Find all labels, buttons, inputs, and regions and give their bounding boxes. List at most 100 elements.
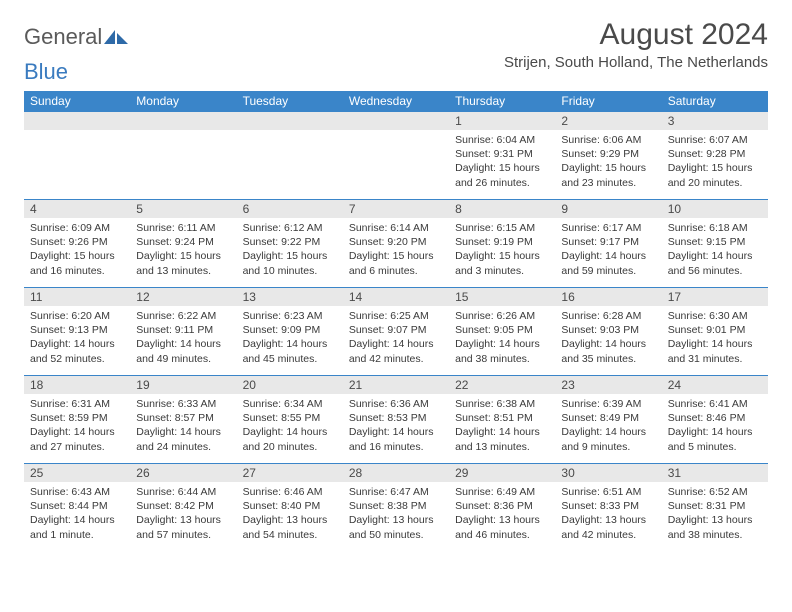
daylight-line: Daylight: 14 hours and 59 minutes. [561, 249, 655, 277]
day-number: 30 [555, 464, 661, 482]
daylight-line: Daylight: 15 hours and 6 minutes. [349, 249, 443, 277]
sunrise-line: Sunrise: 6:26 AM [455, 309, 549, 323]
daylight-line: Daylight: 15 hours and 20 minutes. [668, 161, 762, 189]
day-number: 17 [662, 288, 768, 306]
sunset-line: Sunset: 9:28 PM [668, 147, 762, 161]
day-number: 24 [662, 376, 768, 394]
day-number: 27 [237, 464, 343, 482]
calendar-day-cell: 21Sunrise: 6:36 AMSunset: 8:53 PMDayligh… [343, 376, 449, 464]
calendar-day-cell: 9Sunrise: 6:17 AMSunset: 9:17 PMDaylight… [555, 200, 661, 288]
day-details: Sunrise: 6:12 AMSunset: 9:22 PMDaylight:… [237, 218, 343, 282]
sunrise-line: Sunrise: 6:44 AM [136, 485, 230, 499]
day-details [343, 130, 449, 137]
daylight-line: Daylight: 14 hours and 52 minutes. [30, 337, 124, 365]
day-details [130, 130, 236, 137]
calendar-day-cell: 16Sunrise: 6:28 AMSunset: 9:03 PMDayligh… [555, 288, 661, 376]
day-details: Sunrise: 6:25 AMSunset: 9:07 PMDaylight:… [343, 306, 449, 370]
day-details: Sunrise: 6:28 AMSunset: 9:03 PMDaylight:… [555, 306, 661, 370]
logo: General [24, 18, 128, 50]
daylight-line: Daylight: 15 hours and 23 minutes. [561, 161, 655, 189]
day-number: 1 [449, 112, 555, 130]
sunrise-line: Sunrise: 6:51 AM [561, 485, 655, 499]
day-number: 13 [237, 288, 343, 306]
sunset-line: Sunset: 8:59 PM [30, 411, 124, 425]
calendar-day-cell: 6Sunrise: 6:12 AMSunset: 9:22 PMDaylight… [237, 200, 343, 288]
daylight-line: Daylight: 13 hours and 57 minutes. [136, 513, 230, 541]
sunrise-line: Sunrise: 6:23 AM [243, 309, 337, 323]
day-details: Sunrise: 6:18 AMSunset: 9:15 PMDaylight:… [662, 218, 768, 282]
sunset-line: Sunset: 8:38 PM [349, 499, 443, 513]
daylight-line: Daylight: 14 hours and 35 minutes. [561, 337, 655, 365]
daylight-line: Daylight: 14 hours and 9 minutes. [561, 425, 655, 453]
calendar-week-row: 4Sunrise: 6:09 AMSunset: 9:26 PMDaylight… [24, 200, 768, 288]
sunset-line: Sunset: 9:17 PM [561, 235, 655, 249]
day-details: Sunrise: 6:07 AMSunset: 9:28 PMDaylight:… [662, 130, 768, 194]
sunrise-line: Sunrise: 6:47 AM [349, 485, 443, 499]
calendar-week-row: 11Sunrise: 6:20 AMSunset: 9:13 PMDayligh… [24, 288, 768, 376]
calendar-day-cell: 12Sunrise: 6:22 AMSunset: 9:11 PMDayligh… [130, 288, 236, 376]
daylight-line: Daylight: 14 hours and 5 minutes. [668, 425, 762, 453]
day-number: 2 [555, 112, 661, 130]
calendar-day-cell: 28Sunrise: 6:47 AMSunset: 8:38 PMDayligh… [343, 464, 449, 552]
sunrise-line: Sunrise: 6:20 AM [30, 309, 124, 323]
day-number: 3 [662, 112, 768, 130]
day-details: Sunrise: 6:41 AMSunset: 8:46 PMDaylight:… [662, 394, 768, 458]
sunset-line: Sunset: 9:09 PM [243, 323, 337, 337]
day-details: Sunrise: 6:17 AMSunset: 9:17 PMDaylight:… [555, 218, 661, 282]
calendar-day-cell: 10Sunrise: 6:18 AMSunset: 9:15 PMDayligh… [662, 200, 768, 288]
day-number: 25 [24, 464, 130, 482]
sunset-line: Sunset: 9:24 PM [136, 235, 230, 249]
day-number: 14 [343, 288, 449, 306]
day-details: Sunrise: 6:46 AMSunset: 8:40 PMDaylight:… [237, 482, 343, 546]
day-details: Sunrise: 6:06 AMSunset: 9:29 PMDaylight:… [555, 130, 661, 194]
sunset-line: Sunset: 9:20 PM [349, 235, 443, 249]
day-number: 6 [237, 200, 343, 218]
sunset-line: Sunset: 8:53 PM [349, 411, 443, 425]
day-details: Sunrise: 6:04 AMSunset: 9:31 PMDaylight:… [449, 130, 555, 194]
weekday-header: Thursday [449, 91, 555, 112]
day-details: Sunrise: 6:20 AMSunset: 9:13 PMDaylight:… [24, 306, 130, 370]
day-number: 31 [662, 464, 768, 482]
weekday-header: Wednesday [343, 91, 449, 112]
daylight-line: Daylight: 13 hours and 46 minutes. [455, 513, 549, 541]
daylight-line: Daylight: 15 hours and 3 minutes. [455, 249, 549, 277]
daylight-line: Daylight: 13 hours and 54 minutes. [243, 513, 337, 541]
daylight-line: Daylight: 14 hours and 27 minutes. [30, 425, 124, 453]
day-number: 9 [555, 200, 661, 218]
calendar-day-cell [130, 112, 236, 200]
daylight-line: Daylight: 14 hours and 56 minutes. [668, 249, 762, 277]
calendar-day-cell: 4Sunrise: 6:09 AMSunset: 9:26 PMDaylight… [24, 200, 130, 288]
sunset-line: Sunset: 9:07 PM [349, 323, 443, 337]
sunset-line: Sunset: 9:05 PM [455, 323, 549, 337]
weekday-header: Tuesday [237, 91, 343, 112]
calendar-week-row: 1Sunrise: 6:04 AMSunset: 9:31 PMDaylight… [24, 112, 768, 200]
calendar-day-cell: 27Sunrise: 6:46 AMSunset: 8:40 PMDayligh… [237, 464, 343, 552]
day-number: 8 [449, 200, 555, 218]
day-number [24, 112, 130, 130]
day-details: Sunrise: 6:22 AMSunset: 9:11 PMDaylight:… [130, 306, 236, 370]
sunset-line: Sunset: 9:15 PM [668, 235, 762, 249]
day-number: 23 [555, 376, 661, 394]
calendar-day-cell: 22Sunrise: 6:38 AMSunset: 8:51 PMDayligh… [449, 376, 555, 464]
daylight-line: Daylight: 15 hours and 13 minutes. [136, 249, 230, 277]
sunrise-line: Sunrise: 6:34 AM [243, 397, 337, 411]
sunset-line: Sunset: 9:11 PM [136, 323, 230, 337]
day-number [343, 112, 449, 130]
day-details: Sunrise: 6:31 AMSunset: 8:59 PMDaylight:… [24, 394, 130, 458]
calendar-day-cell: 5Sunrise: 6:11 AMSunset: 9:24 PMDaylight… [130, 200, 236, 288]
daylight-line: Daylight: 15 hours and 10 minutes. [243, 249, 337, 277]
day-details: Sunrise: 6:09 AMSunset: 9:26 PMDaylight:… [24, 218, 130, 282]
day-details: Sunrise: 6:47 AMSunset: 8:38 PMDaylight:… [343, 482, 449, 546]
calendar-day-cell: 7Sunrise: 6:14 AMSunset: 9:20 PMDaylight… [343, 200, 449, 288]
day-number: 12 [130, 288, 236, 306]
day-details: Sunrise: 6:11 AMSunset: 9:24 PMDaylight:… [130, 218, 236, 282]
day-number: 20 [237, 376, 343, 394]
day-details: Sunrise: 6:30 AMSunset: 9:01 PMDaylight:… [662, 306, 768, 370]
calendar-day-cell: 2Sunrise: 6:06 AMSunset: 9:29 PMDaylight… [555, 112, 661, 200]
calendar-day-cell: 31Sunrise: 6:52 AMSunset: 8:31 PMDayligh… [662, 464, 768, 552]
day-number: 5 [130, 200, 236, 218]
logo-text-2: Blue [24, 59, 68, 85]
calendar-day-cell: 20Sunrise: 6:34 AMSunset: 8:55 PMDayligh… [237, 376, 343, 464]
day-number: 10 [662, 200, 768, 218]
day-number: 7 [343, 200, 449, 218]
